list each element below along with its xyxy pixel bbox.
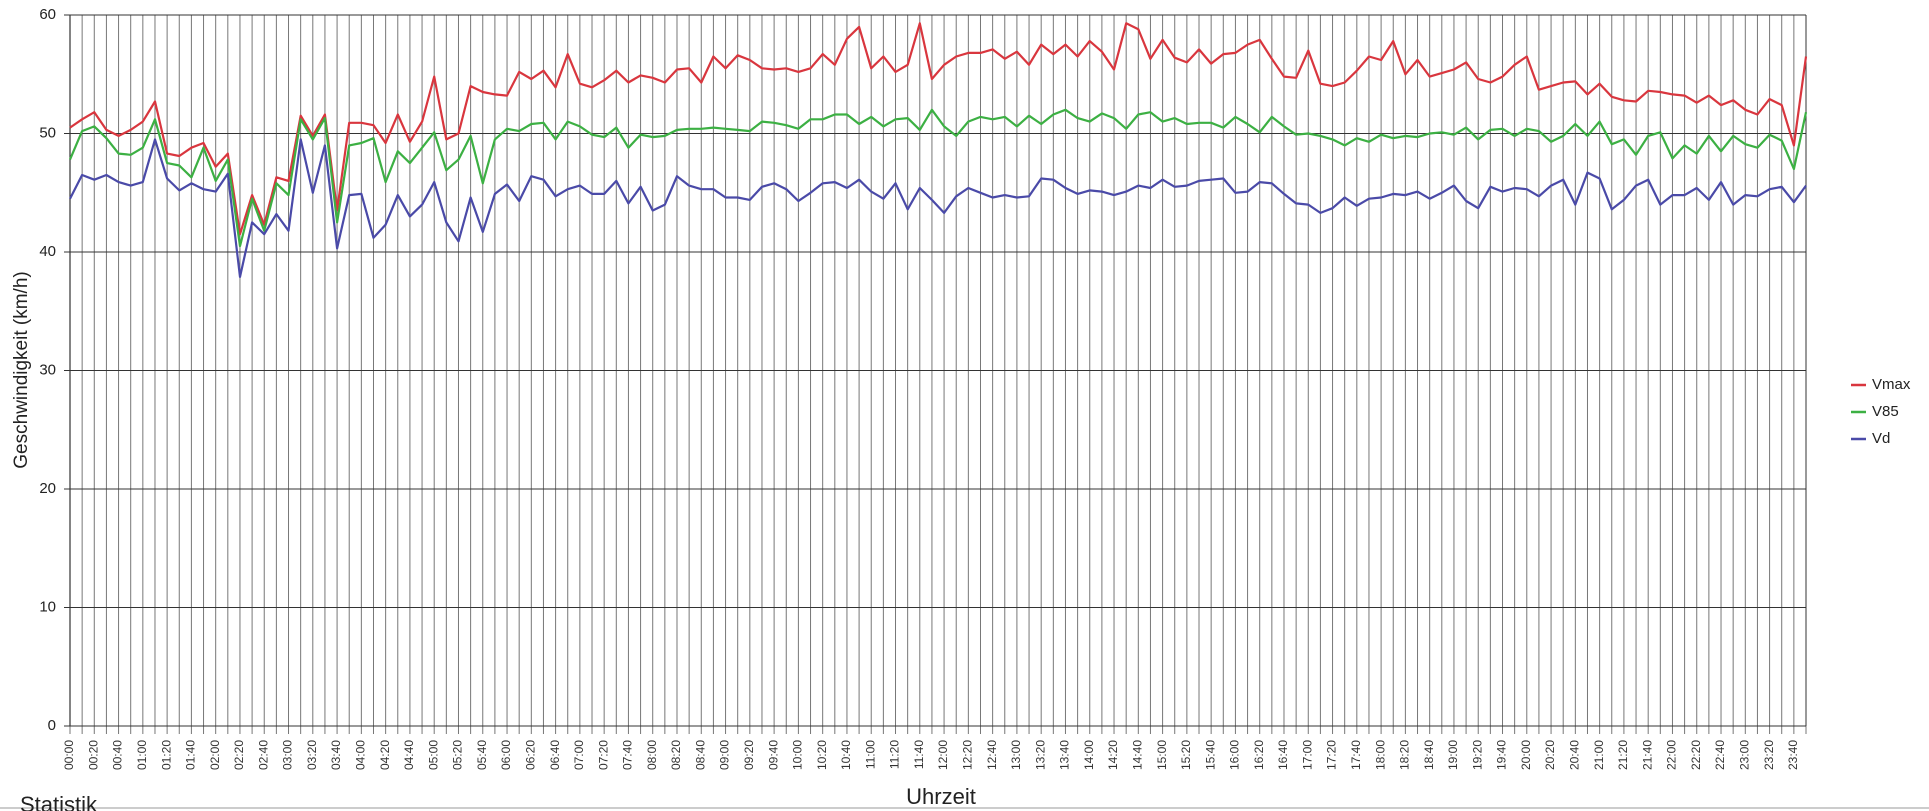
x-tick-label: 15:40 [1203, 740, 1217, 770]
x-tick-label: 03:00 [281, 740, 295, 770]
x-tick-label: 07:20 [596, 740, 610, 770]
x-tick-label: 16:00 [1228, 740, 1242, 770]
y-axis-label: Geschwindigkeit (km/h) [11, 271, 32, 468]
x-tick-label: 22:00 [1665, 740, 1679, 770]
x-tick-label: 22:40 [1713, 740, 1727, 770]
y-tick-label: 40 [39, 243, 56, 260]
x-tick-label: 18:40 [1422, 740, 1436, 770]
x-tick-label: 00:00 [62, 740, 76, 770]
x-tick-label: 20:20 [1543, 740, 1557, 770]
x-tick-label: 12:20 [961, 740, 975, 770]
legend-label: Vd [1872, 430, 1890, 447]
x-tick-label: 07:40 [621, 740, 635, 770]
legend-label: Vmax [1872, 376, 1911, 393]
x-tick-label: 23:00 [1737, 740, 1751, 770]
series-line [69, 22, 1808, 236]
x-tick-label: 19:00 [1446, 740, 1460, 770]
x-tick-label: 05:00 [426, 740, 440, 770]
x-tick-label: 05:20 [451, 740, 465, 770]
x-tick-label: 08:20 [669, 740, 683, 770]
legend-label: V85 [1872, 403, 1899, 420]
series-line [68, 108, 1808, 248]
x-tick-label: 21:40 [1640, 740, 1654, 770]
series-line [69, 138, 1807, 278]
x-tick-label: 21:00 [1592, 740, 1606, 770]
x-tick-label: 06:40 [548, 740, 562, 770]
x-tick-label: 10:20 [815, 740, 829, 770]
x-tick-label: 22:20 [1689, 740, 1703, 770]
y-tick-label: 50 [39, 124, 56, 141]
x-tick-label: 13:00 [1009, 740, 1023, 770]
x-tick-label: 11:40 [912, 740, 926, 769]
x-tick-label: 01:00 [135, 740, 149, 770]
x-tick-label: 18:20 [1398, 740, 1412, 770]
x-tick-label: 13:20 [1033, 740, 1047, 770]
x-tick-label: 17:20 [1325, 740, 1339, 770]
x-tick-label: 16:20 [1252, 740, 1266, 770]
x-tick-label: 06:00 [499, 740, 513, 770]
x-tick-label: 03:40 [329, 740, 343, 770]
x-tick-label: 08:40 [693, 740, 707, 770]
x-tick-label: 19:20 [1470, 740, 1484, 770]
section-label: Statistik [20, 792, 98, 811]
x-tick-label: 08:00 [645, 740, 659, 770]
x-tick-label: 09:20 [742, 740, 756, 770]
x-tick-label: 14:20 [1106, 740, 1120, 770]
x-tick-label: 15:00 [1155, 740, 1169, 770]
x-tick-label: 02:20 [232, 740, 246, 770]
x-tick-label: 23:20 [1762, 740, 1776, 770]
x-tick-label: 20:40 [1568, 740, 1582, 770]
x-tick-label: 09:00 [718, 740, 732, 770]
x-axis-label: Uhrzeit [906, 784, 976, 809]
x-tick-label: 11:00 [863, 740, 877, 769]
x-tick-label: 10:40 [839, 740, 853, 770]
y-tick-label: 0 [48, 717, 56, 734]
x-tick-label: 07:00 [572, 740, 586, 770]
y-tick-label: 30 [39, 361, 56, 378]
x-tick-label: 06:20 [523, 740, 537, 770]
x-tick-label: 15:20 [1179, 740, 1193, 770]
x-tick-label: 03:20 [305, 740, 319, 770]
x-tick-label: 04:40 [402, 740, 416, 770]
x-tick-label: 16:40 [1276, 740, 1290, 770]
x-tick-label: 12:40 [985, 740, 999, 770]
x-tick-label: 00:20 [86, 740, 100, 770]
x-tick-label: 20:00 [1519, 740, 1533, 770]
x-tick-label: 09:40 [766, 740, 780, 770]
x-tick-label: 18:00 [1373, 740, 1387, 770]
x-tick-label: 02:00 [208, 740, 222, 770]
x-tick-label: 11:20 [888, 740, 902, 769]
x-tick-label: 12:00 [936, 740, 950, 770]
x-tick-label: 14:40 [1130, 740, 1144, 770]
x-tick-label: 23:40 [1786, 740, 1800, 770]
x-tick-label: 01:20 [159, 740, 173, 770]
x-tick-label: 17:40 [1349, 740, 1363, 770]
x-tick-label: 04:20 [378, 740, 392, 770]
x-tick-label: 21:20 [1616, 740, 1630, 770]
x-tick-label: 14:00 [1082, 740, 1096, 770]
y-tick-label: 10 [39, 598, 56, 615]
x-tick-label: 19:40 [1495, 740, 1509, 770]
x-tick-label: 17:00 [1300, 740, 1314, 770]
x-tick-label: 01:40 [184, 740, 198, 770]
y-tick-label: 20 [39, 480, 56, 497]
x-tick-label: 05:40 [475, 740, 489, 770]
x-tick-label: 10:00 [791, 740, 805, 770]
x-tick-label: 02:40 [256, 740, 270, 770]
x-tick-label: 00:40 [111, 740, 125, 770]
x-tick-label: 13:40 [1058, 740, 1072, 770]
x-tick-label: 04:00 [354, 740, 368, 770]
y-tick-label: 60 [39, 6, 56, 23]
